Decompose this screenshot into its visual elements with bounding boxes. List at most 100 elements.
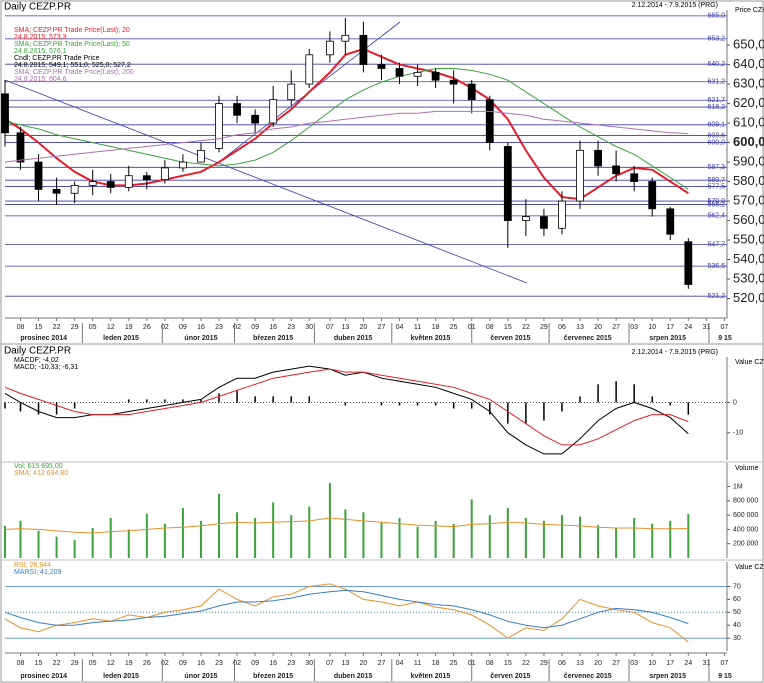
- candle-body: [179, 161, 187, 169]
- y-tick-label: 40: [733, 622, 741, 629]
- x-tick-label: 27: [612, 324, 620, 331]
- bar: [236, 390, 238, 403]
- x-tick-label: 02: [233, 660, 241, 667]
- bar: [272, 396, 274, 403]
- candle-body: [305, 54, 314, 85]
- x-tick-label: 10: [648, 660, 656, 667]
- x-tick-label: 16: [197, 660, 205, 667]
- candle-body: [16, 132, 25, 163]
- legend-entry: SMA; CEZP.PR Trade Price(Last); 20: [14, 27, 130, 34]
- bar: [597, 525, 600, 558]
- bar: [561, 402, 563, 412]
- bar: [272, 502, 275, 558]
- candle-body: [666, 208, 675, 235]
- bar: [91, 528, 94, 558]
- x-tick-label: 13: [341, 324, 349, 331]
- bar: [236, 512, 239, 558]
- bar: [181, 508, 184, 558]
- candle-body: [197, 149, 205, 163]
- level-label: 665,0: [707, 13, 725, 20]
- x-tick-label: 24: [684, 324, 692, 331]
- candle-body: [215, 103, 223, 149]
- x-tick-label: 06: [558, 660, 566, 667]
- candle-body: [88, 181, 97, 186]
- x-tick-label: 25: [450, 660, 458, 667]
- bar: [308, 506, 311, 558]
- month-label: červenec 2015: [564, 335, 612, 342]
- x-tick-label: 07: [326, 660, 334, 667]
- bar: [380, 402, 383, 406]
- candle-body: [503, 146, 512, 221]
- y-tick-label: 620,0: [733, 95, 764, 110]
- bar: [163, 523, 166, 558]
- x-tick-label: 07: [326, 324, 334, 331]
- x-tick-label: 20: [360, 660, 368, 667]
- bar: [182, 399, 184, 403]
- x-tick-label: 23: [215, 324, 223, 331]
- x-tick-label: 11: [414, 660, 421, 667]
- bar: [506, 508, 509, 558]
- bar: [218, 493, 221, 558]
- month-label: prosinec 2014: [20, 335, 67, 342]
- y-tick-label: 630,0: [733, 76, 764, 91]
- x-tick-label: 09: [251, 324, 259, 331]
- month-label: květen 2015: [411, 673, 451, 680]
- x-tick-label: 22: [53, 324, 61, 331]
- bar: [452, 523, 455, 558]
- series-line: [4, 110, 689, 163]
- bar: [452, 402, 455, 409]
- trend-line: [4, 79, 528, 284]
- candle-body: [413, 71, 422, 77]
- bar: [525, 402, 527, 424]
- candle-body: [1, 93, 9, 134]
- level-label: 603,6: [707, 132, 725, 139]
- bar: [128, 399, 130, 403]
- x-tick-label: 07: [721, 324, 729, 331]
- bar: [669, 402, 672, 406]
- bar: [560, 515, 563, 558]
- candle-body: [467, 83, 476, 101]
- series-line: [4, 365, 689, 455]
- bar: [416, 402, 419, 406]
- x-tick-label: 31: [702, 660, 710, 667]
- bar: [380, 522, 383, 558]
- x-tick-label: 15: [504, 660, 512, 667]
- x-tick-label: 12: [107, 324, 115, 331]
- month-label: 9 15: [718, 673, 732, 680]
- candle-body: [449, 79, 458, 85]
- candle-body: [684, 241, 693, 285]
- bar: [218, 393, 220, 403]
- bar: [55, 402, 58, 415]
- date-range: 2.12.2014 - 7.9.2015 (PRG): [632, 349, 718, 356]
- bar: [308, 396, 311, 403]
- y-tick-label: 650,0: [733, 37, 764, 52]
- candle-body: [70, 185, 79, 194]
- x-tick-label: 15: [504, 324, 512, 331]
- x-tick-label: 17: [666, 660, 674, 667]
- x-tick-label: 17: [666, 324, 674, 331]
- candle-body: [142, 175, 151, 180]
- bar: [434, 520, 437, 558]
- candle-body: [251, 114, 260, 124]
- x-tick-label: 05: [89, 660, 97, 667]
- level-label: 609,1: [707, 122, 725, 129]
- bar: [290, 515, 293, 558]
- x-tick-label: 26: [143, 660, 151, 667]
- candle-body: [612, 165, 621, 175]
- bar: [669, 520, 672, 558]
- level-label: 536,6: [707, 263, 725, 270]
- level-label: 521,2: [707, 293, 725, 300]
- bar: [329, 402, 331, 403]
- bar: [254, 396, 256, 403]
- legend-entry: SMA; CEZP.PR Trade Price(Last); 200: [14, 69, 134, 76]
- y-tick-label: 200 000: [733, 541, 758, 548]
- x-tick-label: 30: [305, 660, 313, 667]
- y-tick-label: 1M: [733, 483, 743, 490]
- y-tick-label: 520,0: [733, 290, 764, 305]
- candle-body: [52, 188, 61, 194]
- x-tick-label: 29: [540, 324, 548, 331]
- x-tick-label: 04: [396, 324, 404, 331]
- y-tick-label: 610,0: [733, 115, 764, 130]
- candle-body: [521, 216, 530, 221]
